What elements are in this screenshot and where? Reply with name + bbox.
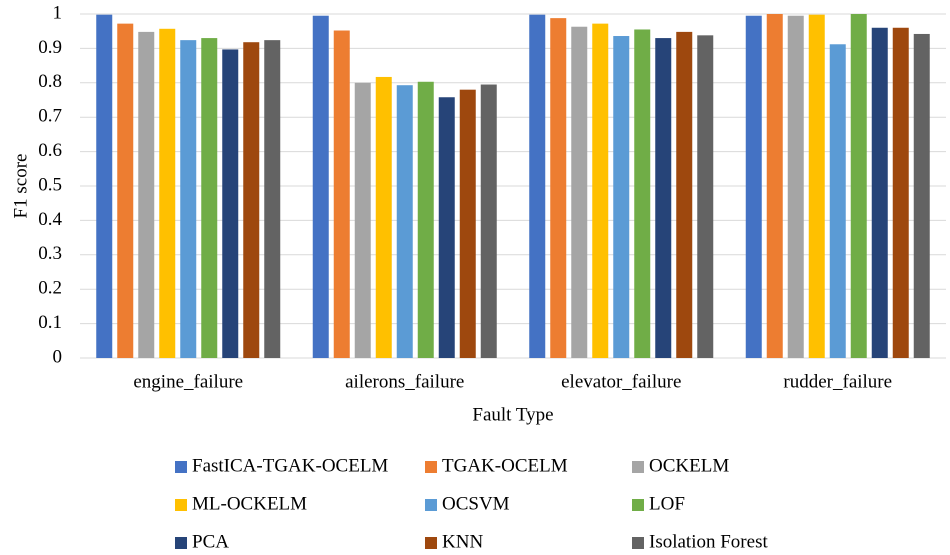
bar — [571, 26, 588, 359]
y-tick-label: 0.1 — [38, 312, 62, 333]
legend-swatch — [632, 499, 644, 511]
legend-swatch — [175, 537, 187, 549]
bar — [913, 33, 930, 359]
bar — [201, 38, 218, 359]
bar — [438, 97, 455, 359]
y-tick-label: 0.4 — [38, 209, 62, 230]
y-tick-label: 0.3 — [38, 243, 62, 264]
bar — [634, 29, 651, 358]
bar — [222, 49, 239, 358]
legend-swatch — [425, 499, 437, 511]
legend-label: OCSVM — [442, 493, 510, 514]
legend-label: Isolation Forest — [649, 531, 768, 552]
bar — [829, 44, 846, 358]
bar — [96, 14, 113, 359]
bar — [480, 84, 497, 359]
bar — [417, 81, 434, 358]
x-tick-label: engine_failure — [133, 371, 243, 392]
bar — [312, 15, 329, 358]
bar — [354, 82, 371, 359]
legend-label: OCKELM — [649, 455, 729, 476]
bar — [117, 23, 134, 359]
x-tick-label: ailerons_failure — [345, 371, 464, 392]
legend-label: PCA — [192, 531, 229, 552]
y-tick-label: 0.9 — [38, 37, 62, 58]
bar — [459, 89, 476, 359]
y-tick-label: 0.5 — [38, 174, 62, 195]
bar — [138, 31, 155, 358]
y-axis-label: F1 score — [10, 154, 31, 219]
bar — [613, 36, 630, 359]
bar — [396, 85, 413, 358]
y-tick-label: 0.2 — [38, 278, 62, 299]
x-tick-label: rudder_failure — [783, 371, 892, 392]
bar — [333, 30, 350, 359]
legend-swatch — [632, 537, 644, 549]
legend-swatch — [175, 461, 187, 473]
y-tick-label: 0.8 — [38, 71, 62, 92]
legend-label: FastICA-TGAK-OCELM — [192, 455, 388, 476]
y-tick-label: 1 — [53, 2, 63, 23]
bar — [550, 18, 567, 359]
legend-swatch — [632, 461, 644, 473]
bar — [766, 14, 783, 358]
bar — [529, 14, 546, 359]
bar — [676, 31, 693, 358]
y-tick-label: 0 — [53, 346, 63, 367]
bar — [808, 14, 825, 359]
bar — [892, 27, 909, 358]
bar — [850, 14, 867, 358]
bar — [375, 76, 392, 359]
bar — [745, 15, 762, 358]
legend-swatch — [425, 537, 437, 549]
bar — [180, 40, 197, 358]
legend-label: KNN — [442, 531, 483, 552]
y-tick-label: 0.7 — [38, 106, 62, 127]
bar — [243, 42, 260, 358]
legend-label: ML-OCKELM — [192, 493, 307, 514]
bar — [871, 27, 888, 358]
bar — [655, 38, 672, 359]
bar — [697, 35, 714, 358]
bar — [592, 23, 609, 359]
legend-label: LOF — [649, 493, 685, 514]
legend-swatch — [175, 499, 187, 511]
x-axis-label: Fault Type — [472, 404, 553, 425]
legend-label: TGAK-OCELM — [442, 455, 568, 476]
legend-swatch — [425, 461, 437, 473]
bar — [787, 15, 804, 358]
y-tick-label: 0.6 — [38, 140, 62, 161]
bar — [264, 40, 281, 358]
x-tick-label: elevator_failure — [561, 371, 681, 392]
bar — [159, 28, 176, 359]
